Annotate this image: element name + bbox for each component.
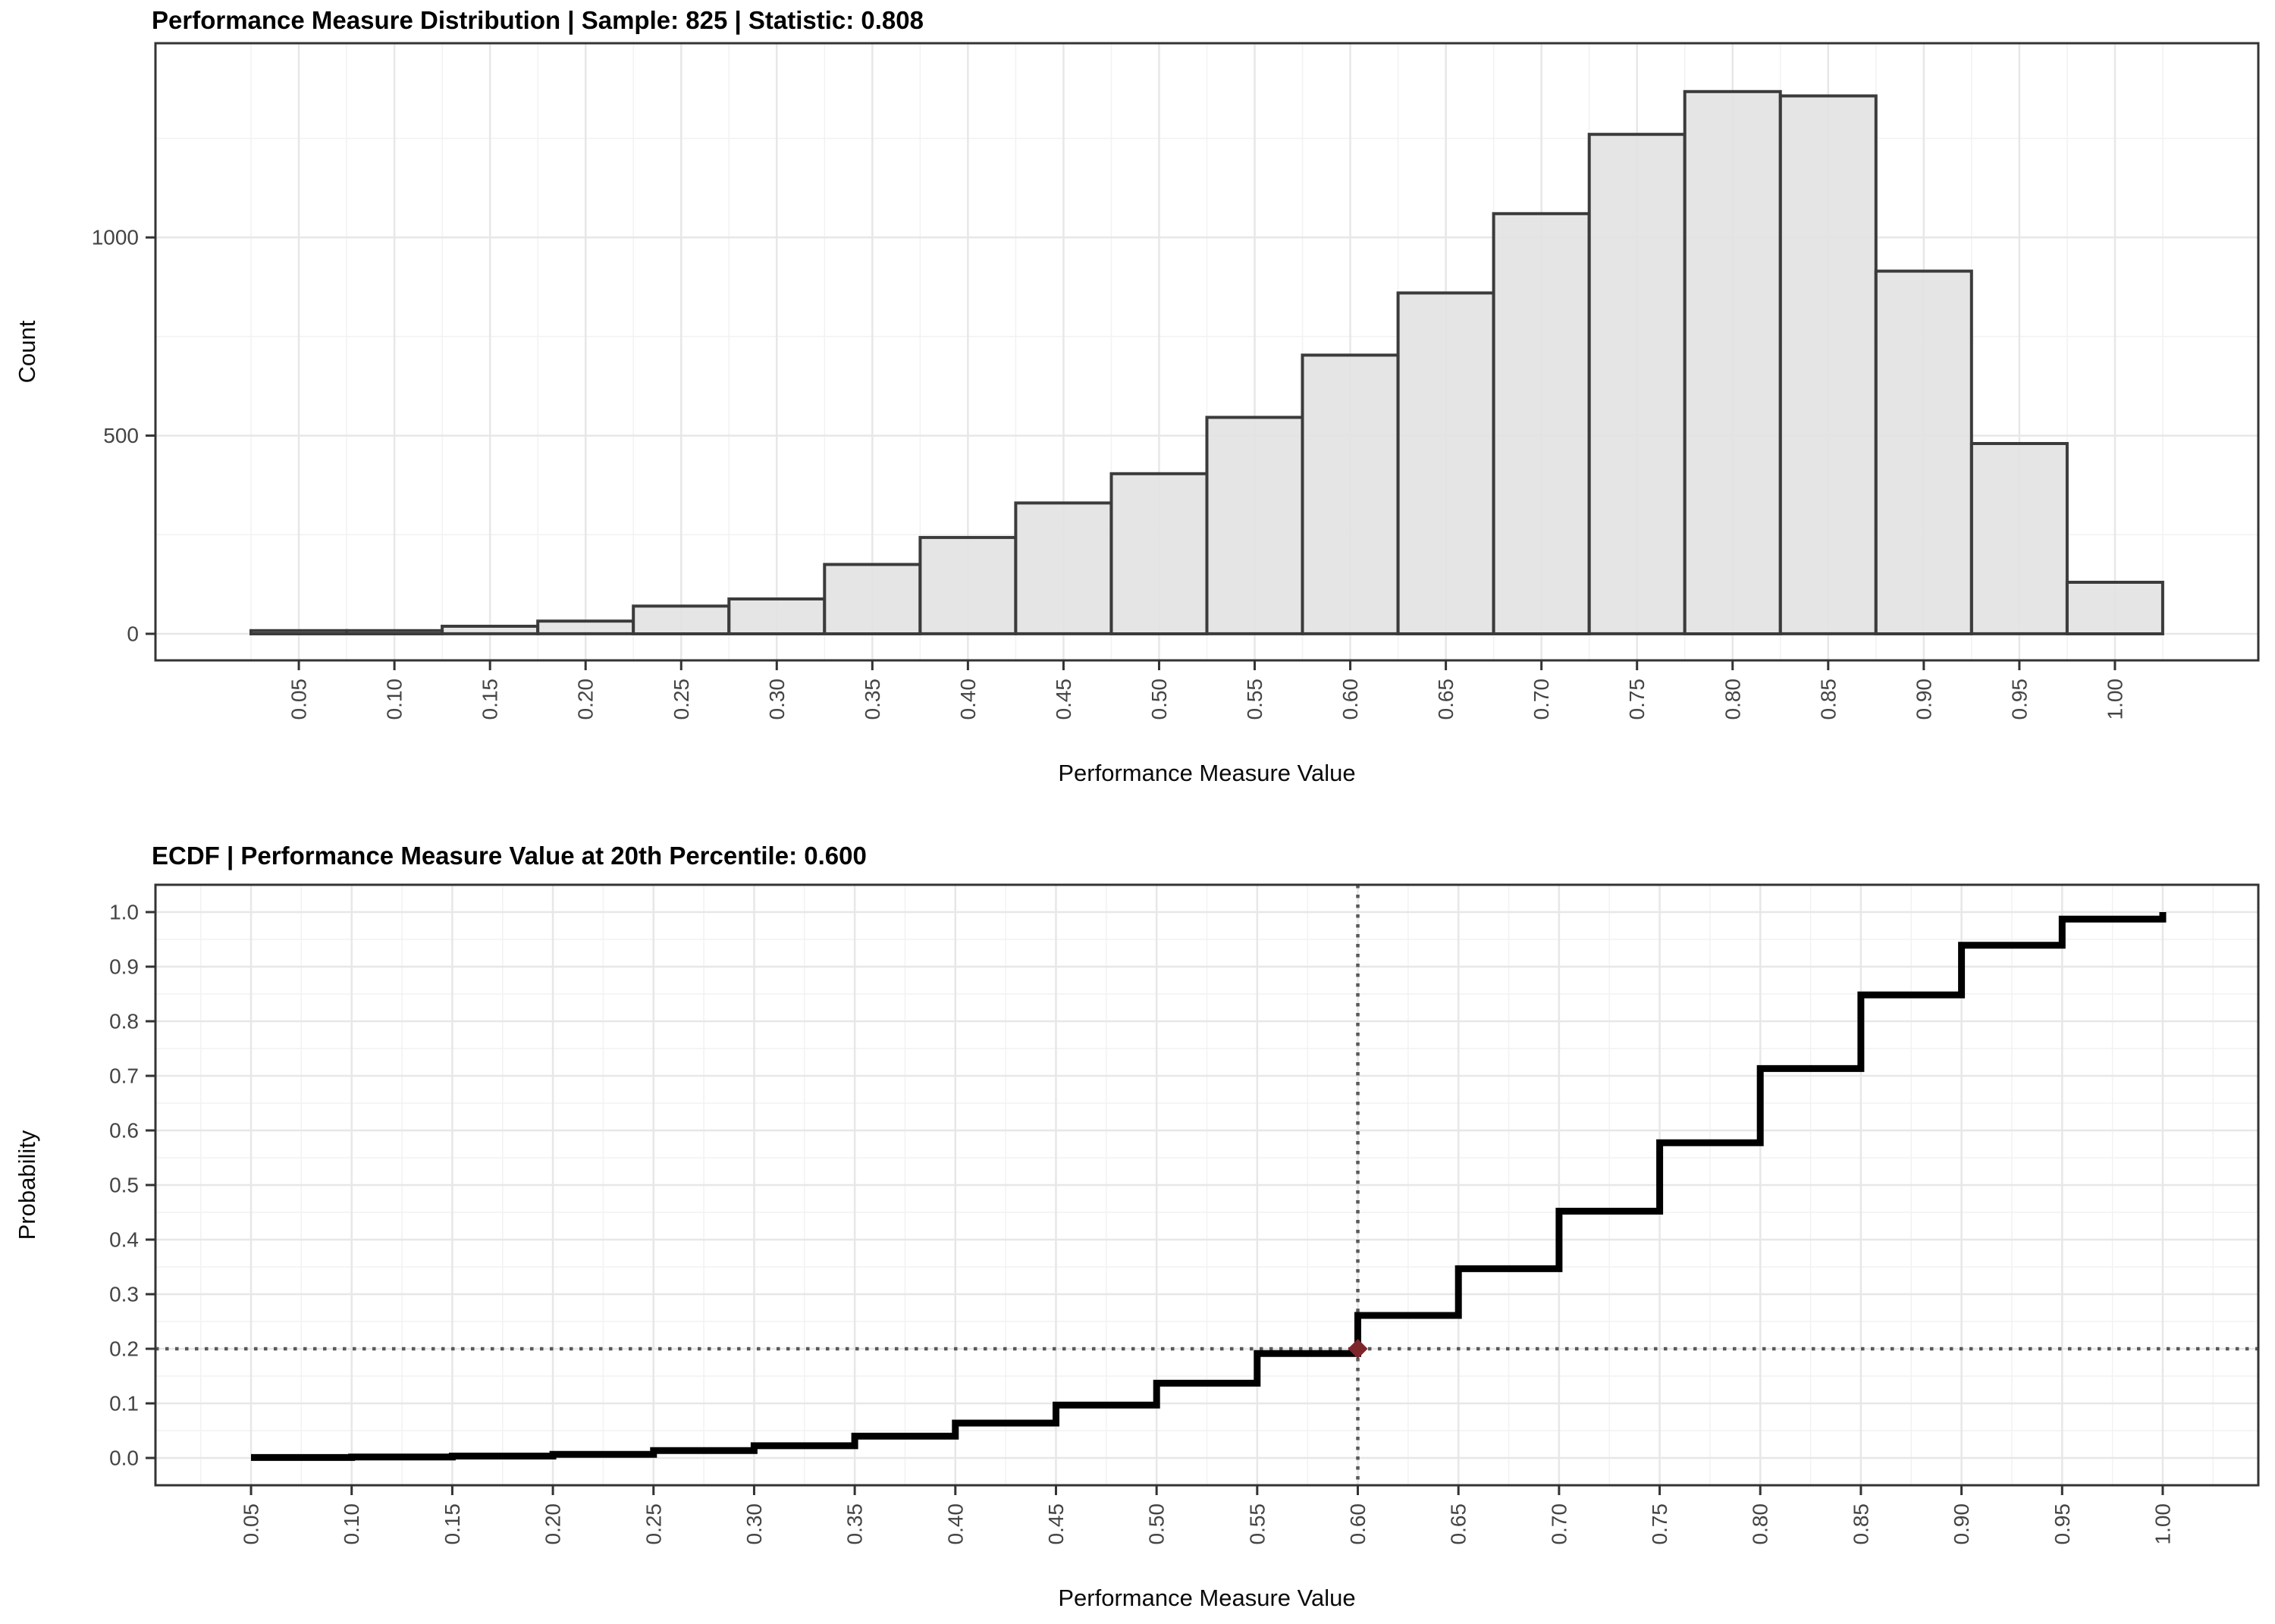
y-tick-label: 0.2	[109, 1337, 139, 1361]
y-tick-label: 0.3	[109, 1283, 139, 1306]
histogram-chart: 0.05 0.10 0.15 0.20 0.25 0.30 0.35 0.40 0.45 0.50…	[14, 6, 2260, 786]
histogram-x-axis-title: Performance Measure Value	[1058, 760, 1356, 786]
histogram-bar	[249, 629, 348, 635]
panel-border	[154, 42, 2260, 662]
x-tick-label: 0.25	[670, 679, 693, 720]
x-tick-label: 0.70	[1547, 1503, 1571, 1545]
y-tick-label: 0.5	[109, 1174, 139, 1197]
y-tick-label: 0.1	[109, 1392, 139, 1416]
y-tick-label: 1.0	[109, 901, 139, 924]
x-tick-label: 0.15	[479, 679, 502, 720]
ecdf-chart: 0.05 0.10 0.15 0.20 0.25 0.30 0.35 0.40 0.45 0.50…	[0, 812, 2275, 1624]
x-tick-label: 0.65	[1447, 1503, 1470, 1545]
y-tick-label: 0	[127, 622, 139, 645]
x-tick-label: 0.85	[1849, 1503, 1872, 1545]
x-tick-label: 0.75	[1648, 1503, 1671, 1545]
histogram-bar	[2065, 581, 2164, 635]
x-tick-label: 0.90	[1912, 679, 1935, 720]
x-tick-label: 0.55	[1245, 1503, 1269, 1545]
histogram-bar	[918, 535, 1018, 635]
histogram-plot-area: 0.05 0.10 0.15 0.20 0.25 0.30 0.35 0.40 0.45 0.50…	[92, 42, 2260, 720]
x-tick-label: 0.10	[340, 1503, 363, 1545]
ecdf-y-axis-title: Probability	[14, 1130, 40, 1240]
histogram-bar	[1109, 472, 1209, 635]
histogram-bar	[1683, 89, 1782, 636]
y-tick-label: 1000	[92, 226, 139, 249]
histogram-bar	[727, 597, 827, 635]
x-tick-label: 0.15	[441, 1503, 464, 1545]
x-tick-label: 0.20	[541, 1503, 565, 1545]
histogram-bar	[1301, 353, 1400, 635]
histogram-bar	[1492, 212, 1591, 635]
x-tick-label: 0.75	[1625, 679, 1649, 720]
x-tick-label: 0.05	[240, 1503, 263, 1545]
histogram-bar	[1969, 442, 2069, 635]
histogram-y-axis-title: Count	[14, 320, 40, 384]
x-tick-label: 1.00	[2151, 1503, 2174, 1545]
histogram-bar	[632, 604, 731, 636]
y-tick-label: 0.7	[109, 1064, 139, 1088]
ecdf-plot-area: 0.05 0.10 0.15 0.20 0.25 0.30 0.35 0.40 0.45 0.50…	[109, 883, 2260, 1545]
x-tick-label: 0.95	[2007, 679, 2031, 720]
x-tick-label: 0.95	[2051, 1503, 2074, 1545]
x-tick-label: 0.35	[843, 1503, 867, 1545]
y-tick-label: 0.4	[109, 1228, 139, 1252]
x-tick-label: 0.30	[742, 1503, 766, 1545]
y-tick-label: 0.6	[109, 1119, 139, 1143]
x-tick-label: 1.00	[2103, 679, 2126, 720]
ecdf-line	[251, 912, 2167, 1461]
histogram-bar	[1587, 133, 1687, 635]
y-tick-label: 0.0	[109, 1447, 139, 1470]
x-tick-label: 0.60	[1346, 1503, 1370, 1545]
ecdf-title: ECDF | Performance Measure Value at 20th…	[152, 842, 867, 870]
x-tick-label: 0.60	[1338, 679, 1362, 720]
x-tick-label: 0.20	[574, 679, 598, 720]
x-tick-label: 0.35	[861, 679, 884, 720]
histogram-title: Performance Measure Distribution | Sampl…	[152, 6, 924, 34]
x-tick-label: 0.05	[287, 679, 311, 720]
x-tick-label: 0.40	[943, 1503, 967, 1545]
x-tick-label: 0.40	[956, 679, 980, 720]
y-tick-label: 0.8	[109, 1010, 139, 1033]
x-tick-label: 0.80	[1721, 679, 1744, 720]
y-tick-label: 500	[103, 424, 139, 447]
histogram-bar	[345, 629, 444, 635]
x-tick-label: 0.10	[383, 679, 406, 720]
x-tick-label: 0.90	[1950, 1503, 1973, 1545]
percentile-point-diamond	[1348, 1339, 1368, 1359]
x-tick-label: 0.25	[642, 1503, 665, 1545]
histogram-bar	[1396, 291, 1495, 635]
x-tick-label: 0.45	[1052, 679, 1075, 720]
histogram-bar	[536, 619, 635, 635]
histogram-bar	[1874, 269, 1973, 635]
y-tick-label: 0.9	[109, 955, 139, 979]
x-tick-label: 0.85	[1816, 679, 1840, 720]
x-tick-label: 0.70	[1530, 679, 1553, 720]
histogram-bar	[1778, 94, 1878, 635]
histogram-bar	[441, 625, 540, 635]
x-tick-label: 0.45	[1044, 1503, 1068, 1545]
ecdf-x-axis-title: Performance Measure Value	[1058, 1585, 1356, 1611]
x-tick-label: 0.50	[1145, 1503, 1169, 1545]
histogram-bar	[1205, 415, 1304, 635]
x-tick-label: 0.50	[1147, 679, 1171, 720]
x-tick-label: 0.30	[765, 679, 789, 720]
x-tick-label: 0.65	[1434, 679, 1458, 720]
histogram-bar	[823, 563, 922, 635]
histogram-bar	[1014, 501, 1113, 635]
x-tick-label: 0.80	[1749, 1503, 1772, 1545]
x-tick-label: 0.55	[1243, 679, 1266, 720]
